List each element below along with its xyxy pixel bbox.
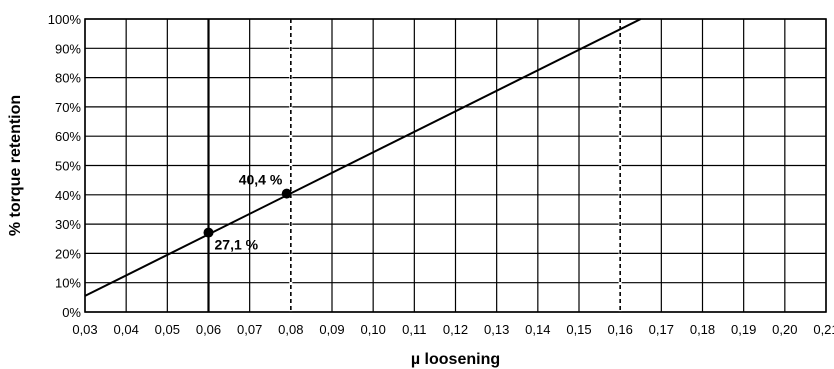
- y-tick-label: 0%: [62, 305, 81, 320]
- x-tick-label: 0,13: [484, 322, 509, 337]
- y-tick-label: 40%: [55, 188, 81, 203]
- data-point-label: 40,4 %: [239, 172, 283, 188]
- x-tick-label: 0,10: [361, 322, 386, 337]
- x-tick-label: 0,08: [278, 322, 303, 337]
- x-tick-label: 0,09: [319, 322, 344, 337]
- y-axis-title: % torque retention: [7, 95, 24, 236]
- x-tick-label: 0,16: [608, 322, 633, 337]
- x-tick-label: 0,18: [690, 322, 715, 337]
- x-tick-label: 0,17: [649, 322, 674, 337]
- data-point-label: 27,1 %: [215, 237, 259, 253]
- plot-frame: [84, 18, 827, 313]
- y-tick-label: 60%: [55, 129, 81, 144]
- x-tick-label: 0,04: [114, 322, 139, 337]
- x-tick-label: 0,06: [196, 322, 221, 337]
- series-line: [84, 18, 642, 297]
- y-tick-labels: 0% 10% 20% 30% 40% 50% 60% 70% 80% 90% 100%: [48, 12, 82, 320]
- y-tick-label: 70%: [55, 100, 81, 115]
- x-tick-label: 0,11: [402, 322, 426, 337]
- y-tick-label: 80%: [55, 71, 81, 86]
- y-tick-label: 50%: [55, 159, 81, 174]
- x-tick-label: 0,07: [237, 322, 262, 337]
- x-tick-label: 0,15: [566, 322, 591, 337]
- x-tick-label: 0,19: [731, 322, 756, 337]
- x-tick-label: 0,21: [813, 322, 834, 337]
- reference-lines: [207, 19, 622, 312]
- data-point-marker: [281, 188, 292, 199]
- data-points: 27,1 % 40,4 %: [203, 172, 292, 253]
- data-point-marker: [203, 227, 214, 238]
- y-tick-label: 30%: [55, 217, 81, 232]
- x-tick-label: 0,14: [525, 322, 550, 337]
- x-tick-labels: 0,03 0,04 0,05 0,06 0,07 0,08 0,09 0,10 0,11 0,12…: [72, 322, 834, 337]
- grid: [84, 18, 827, 313]
- x-axis-title: µ loosening: [411, 351, 500, 368]
- y-tick-label: 100%: [48, 12, 82, 27]
- y-tick-label: 10%: [55, 276, 81, 291]
- y-tick-label: 20%: [55, 246, 81, 261]
- x-tick-label: 0,12: [443, 322, 468, 337]
- x-tick-label: 0,20: [772, 322, 797, 337]
- plot-border: [84, 18, 827, 313]
- x-tick-label: 0,03: [72, 322, 97, 337]
- y-tick-label: 90%: [55, 41, 81, 56]
- series: [84, 18, 642, 297]
- x-tick-label: 0,05: [155, 322, 180, 337]
